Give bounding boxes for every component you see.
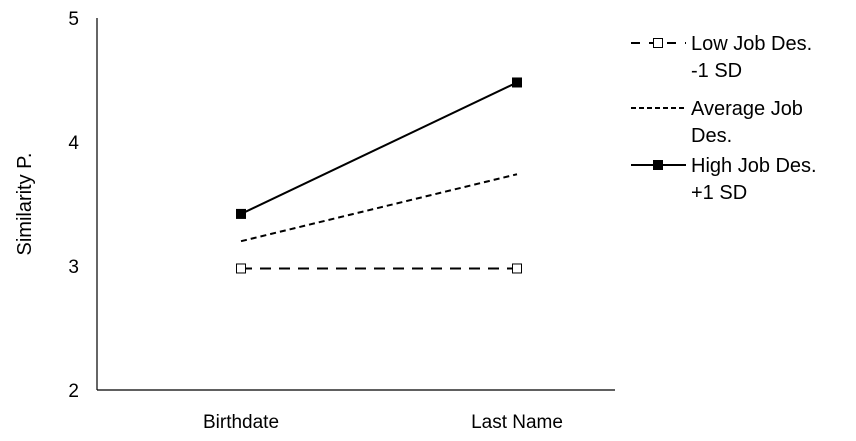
y-tick-label: 2 [68, 381, 79, 402]
series-line [240, 81, 518, 215]
legend-marker-swatch [653, 160, 663, 170]
data-point-marker [512, 263, 522, 274]
y-tick-label: 5 [68, 9, 79, 30]
series-3 [236, 77, 522, 219]
legend-item-3: High Job Des. +1 SD [631, 155, 817, 204]
data-point-marker [236, 208, 246, 219]
legend-label: Average Job [691, 98, 803, 120]
legend: Low Job Des. -1 SD Average Job Des. High Job… [631, 33, 817, 204]
data-point-marker [236, 263, 246, 274]
legend-item-1: Low Job Des. -1 SD [631, 33, 812, 82]
y-tick-label: 4 [68, 133, 79, 154]
series-1 [236, 263, 522, 274]
legend-marker-swatch [653, 38, 663, 48]
legend-label: +1 SD [691, 182, 747, 204]
legend-label: Des. [691, 125, 732, 147]
x-tick-labels: Birthdate Last Name [203, 412, 563, 433]
series [236, 77, 522, 274]
data-point-marker [512, 77, 522, 88]
y-tick-label: 3 [68, 257, 79, 278]
series-line [240, 173, 518, 243]
x-tick-label: Last Name [471, 412, 563, 433]
axes [96, 18, 615, 391]
legend-label: -1 SD [691, 60, 742, 82]
legend-label: High Job Des. [691, 155, 817, 177]
legend-label: Low Job Des. [691, 33, 812, 55]
series-2 [240, 173, 518, 243]
y-axis-title: Similarity P. [14, 153, 36, 256]
legend-item-2: Average Job Des. [631, 98, 803, 147]
y-tick-labels: 2 3 4 5 [68, 9, 79, 402]
x-tick-label: Birthdate [203, 412, 279, 433]
